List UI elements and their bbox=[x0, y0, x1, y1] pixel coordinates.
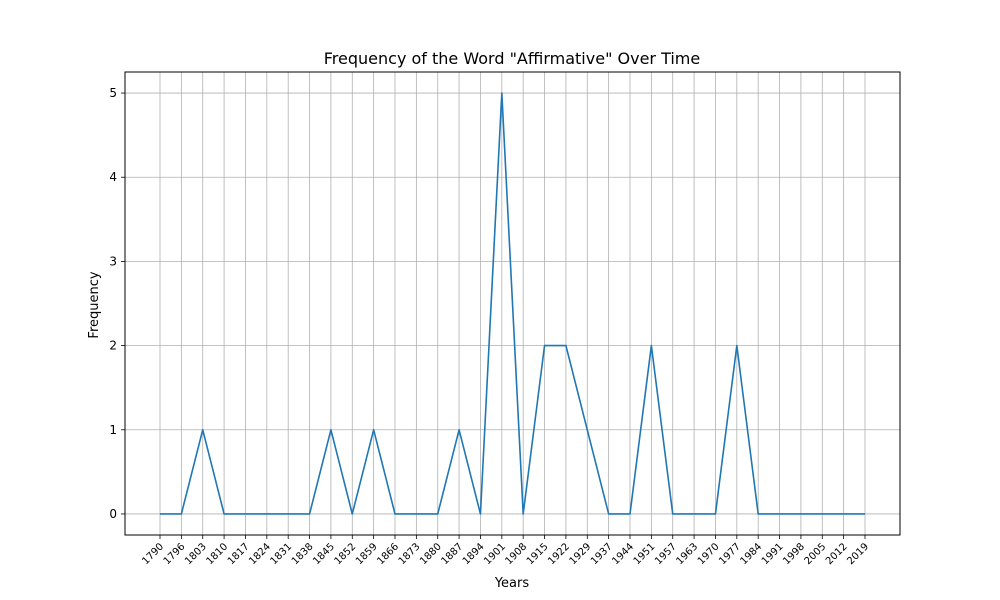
x-axis-label: Years bbox=[494, 576, 530, 591]
plot-area-frame bbox=[124, 71, 901, 536]
y-tick-label: 5 bbox=[109, 86, 117, 100]
y-axis-ticks: 0 1 2 3 4 5 bbox=[109, 86, 125, 521]
y-axis-label: Frequency bbox=[87, 271, 102, 338]
series-layer bbox=[160, 92, 865, 515]
y-tick-label: 1 bbox=[109, 423, 117, 437]
y-tick-label: 3 bbox=[109, 254, 117, 268]
grid-lines bbox=[125, 72, 900, 535]
y-tick-label: 0 bbox=[109, 507, 117, 521]
y-tick-label: 4 bbox=[109, 170, 117, 184]
y-tick-label: 2 bbox=[109, 339, 117, 353]
series-line bbox=[160, 92, 865, 515]
chart-title: Frequency of the Word "Affirmative" Over… bbox=[324, 49, 700, 68]
